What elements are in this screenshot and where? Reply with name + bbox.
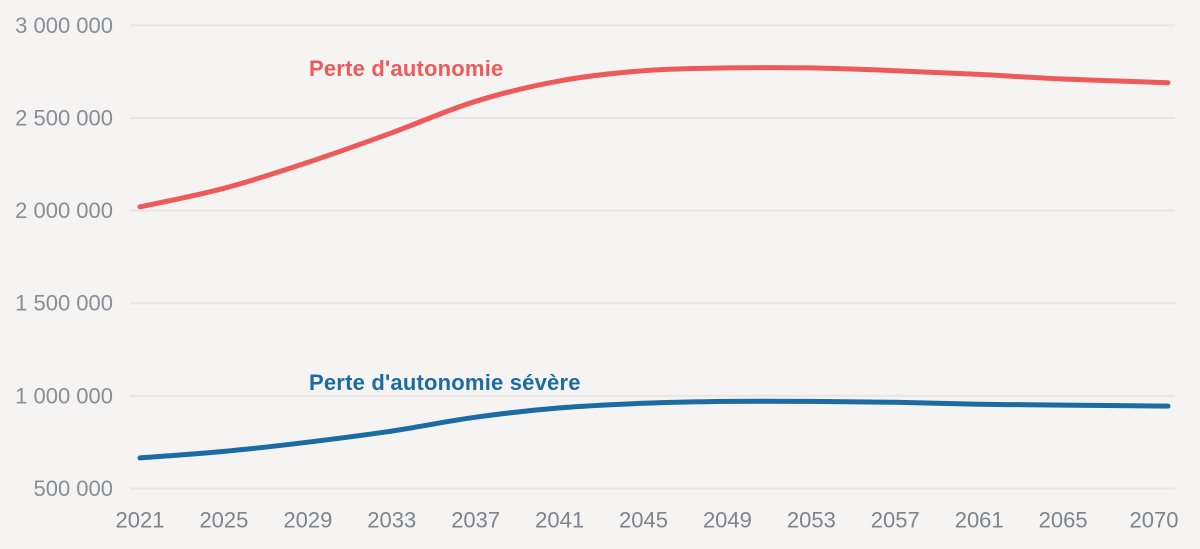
x-axis-tick-label: 2037	[451, 508, 500, 533]
x-axis-tick-label: 2065	[1039, 508, 1088, 533]
y-axis-tick-label: 1 000 000	[15, 383, 113, 408]
x-axis-tick-label: 2021	[116, 508, 165, 533]
series-line-perte-autonomie-severe	[137, 398, 1171, 461]
y-axis-tick-label: 3 000 000	[15, 13, 113, 38]
x-axis-tick-label: 2045	[619, 508, 668, 533]
x-axis-tick-label: 2053	[787, 508, 836, 533]
y-axis-tick-label: 2 500 000	[15, 105, 113, 130]
x-axis-tick-label: 2033	[367, 508, 416, 533]
series-label-perte-autonomie: Perte d'autonomie	[309, 56, 504, 81]
x-axis-tick-label: 2041	[535, 508, 584, 533]
x-axis-tick-label: 2025	[199, 508, 248, 533]
x-axis-tick-label: 2061	[955, 508, 1004, 533]
x-axis-tick-label: 2057	[871, 508, 920, 533]
series-line-perte-autonomie	[137, 65, 1171, 210]
y-axis-tick-label: 2 000 000	[15, 198, 113, 223]
y-axis-tick-label: 1 500 000	[15, 291, 113, 316]
x-axis-tick-label: 2070	[1130, 508, 1179, 533]
y-axis-tick-label: 500 000	[33, 476, 113, 501]
x-axis-tick-label: 2049	[703, 508, 752, 533]
x-axis-tick-label: 2029	[283, 508, 332, 533]
series-label-perte-autonomie-severe: Perte d'autonomie sévère	[309, 370, 581, 395]
